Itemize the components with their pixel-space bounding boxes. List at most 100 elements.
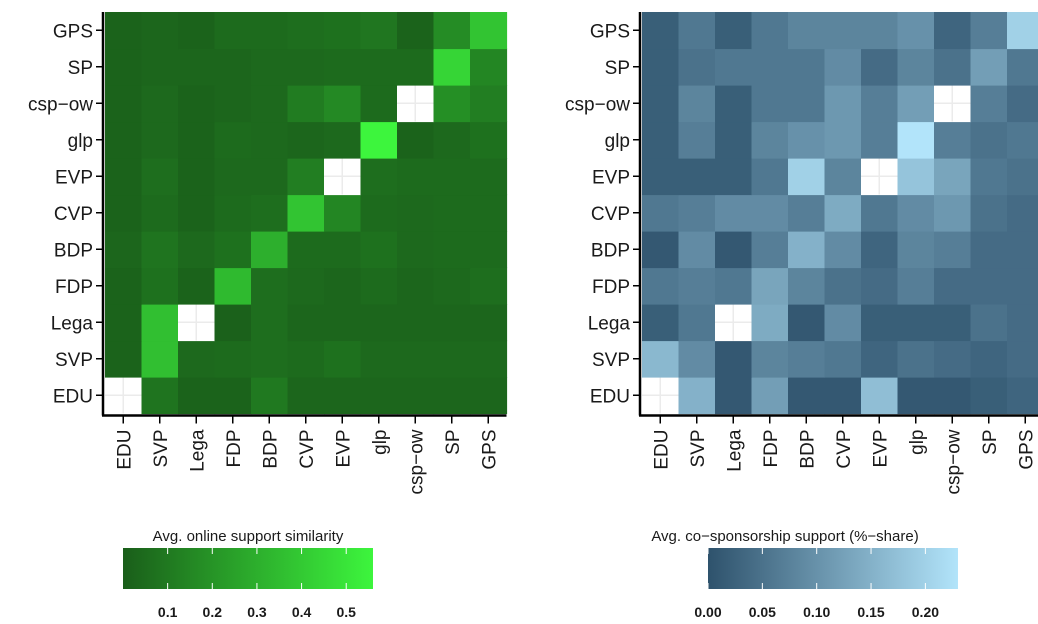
heatmap-cell <box>251 231 289 269</box>
heatmap-cell <box>788 267 826 305</box>
heatmap-cell <box>934 340 972 378</box>
y-tick-label: SVP <box>55 350 93 371</box>
heatmap-cell <box>751 304 789 342</box>
heatmap-cell <box>470 231 508 269</box>
heatmap-cell <box>642 48 680 86</box>
heatmap-cell <box>470 194 508 232</box>
heatmap-cell <box>970 231 1008 269</box>
x-tick-label: CVP <box>834 430 855 469</box>
heatmap-cell <box>715 12 753 50</box>
x-tick-label: Lega <box>724 429 745 472</box>
y-tick-label: FDP <box>55 277 93 298</box>
heatmap-cell <box>861 12 899 50</box>
heatmap-cell <box>105 158 143 196</box>
heatmap-cell <box>214 12 252 50</box>
cosponsorship-heatmap: EDU SVP Lega FDP BDP CVP EVP glp csp−ow SP GPS EDU S… <box>565 12 1038 494</box>
heatmap-cell <box>105 48 143 86</box>
heatmap-cell <box>433 85 471 123</box>
heatmap-cell <box>824 231 862 269</box>
heatmap-cell <box>970 340 1008 378</box>
heatmap-cell <box>861 85 899 123</box>
heatmap-cell <box>897 304 935 342</box>
heatmap-cell <box>642 267 680 305</box>
heatmap-cell <box>751 194 789 232</box>
heatmap-cell <box>642 12 680 50</box>
heatmap-cell <box>178 121 216 159</box>
y-tick-label: glp <box>68 131 93 152</box>
heatmap-cell <box>970 377 1008 415</box>
heatmap-cell <box>788 121 826 159</box>
heatmap-cell <box>141 194 179 232</box>
heatmap-cell <box>324 231 362 269</box>
heatmap-cell <box>751 158 789 196</box>
heatmap-cell <box>470 158 508 196</box>
y-tick-label: CVP <box>591 204 630 225</box>
heatmap-cell <box>861 340 899 378</box>
heatmap-cell <box>1007 340 1038 378</box>
heatmap-cell <box>897 377 935 415</box>
x-tick-label: Lega <box>187 429 208 472</box>
heatmap-cell <box>934 267 972 305</box>
x-tick-label: csp−ow <box>943 429 964 494</box>
heatmap-cell <box>178 194 216 232</box>
heatmap-cell <box>287 12 325 50</box>
x-tick-label: GPS <box>1016 430 1037 470</box>
x-tick-label: glp <box>370 430 391 455</box>
colorbar-title: Avg. co−sponsorship support (%−share) <box>651 528 918 545</box>
colorbar-tick-label: 0.2 <box>203 604 223 620</box>
heatmap-cell <box>788 85 826 123</box>
heatmap-cell <box>178 267 216 305</box>
heatmap-cell <box>141 158 179 196</box>
heatmap-cell <box>934 231 972 269</box>
heatmap-cell <box>1007 48 1038 86</box>
heatmap-cell <box>934 48 972 86</box>
heatmap-cell <box>397 231 435 269</box>
y-tick-label: EDU <box>590 386 630 407</box>
heatmap-cell <box>214 304 252 342</box>
x-tick-label: FDP <box>224 430 245 468</box>
y-tick-label: EVP <box>55 167 93 188</box>
heatmap-cell <box>642 121 680 159</box>
heatmap-cell <box>251 194 289 232</box>
heatmap-cell <box>751 267 789 305</box>
heatmap-cell <box>214 194 252 232</box>
heatmap-cell <box>360 304 398 342</box>
heatmap-cell <box>324 340 362 378</box>
heatmap-cell <box>970 85 1008 123</box>
heatmap-cell <box>178 85 216 123</box>
heatmap-cell <box>214 377 252 415</box>
y-tick-label: GPS <box>53 21 93 42</box>
heatmap-cell <box>1007 377 1038 415</box>
heatmap-cell <box>433 12 471 50</box>
heatmap-cell <box>788 194 826 232</box>
heatmap-cell <box>751 48 789 86</box>
heatmap-cell <box>970 304 1008 342</box>
heatmap-cell <box>324 121 362 159</box>
heatmap-cell <box>751 340 789 378</box>
heatmap-cell <box>105 85 143 123</box>
colorbar-tick-label: 0.20 <box>912 604 939 620</box>
heatmap-cell <box>861 304 899 342</box>
heatmap-cell <box>360 12 398 50</box>
colorbar-title: Avg. online support similarity <box>153 528 344 545</box>
heatmap-cell <box>1007 12 1038 50</box>
heatmap-cell <box>751 121 789 159</box>
heatmap-cell <box>470 340 508 378</box>
heatmap-cell <box>824 158 862 196</box>
x-tick-label: SP <box>443 430 464 455</box>
heatmap-cell <box>105 304 143 342</box>
y-tick-label: SVP <box>592 350 630 371</box>
heatmap-cell <box>251 85 289 123</box>
heatmap-cell <box>1007 267 1038 305</box>
heatmap-cell <box>214 267 252 305</box>
colorbar-tick-label: 0.5 <box>336 604 356 620</box>
heatmap-cell <box>251 48 289 86</box>
x-tick-label: csp−ow <box>406 429 427 494</box>
heatmap-cell <box>178 377 216 415</box>
heatmap-cell <box>360 121 398 159</box>
heatmap-cell <box>861 231 899 269</box>
colorbar <box>708 548 958 589</box>
heatmap-cell <box>715 194 753 232</box>
heatmap-cell <box>788 304 826 342</box>
heatmap-cell <box>141 267 179 305</box>
